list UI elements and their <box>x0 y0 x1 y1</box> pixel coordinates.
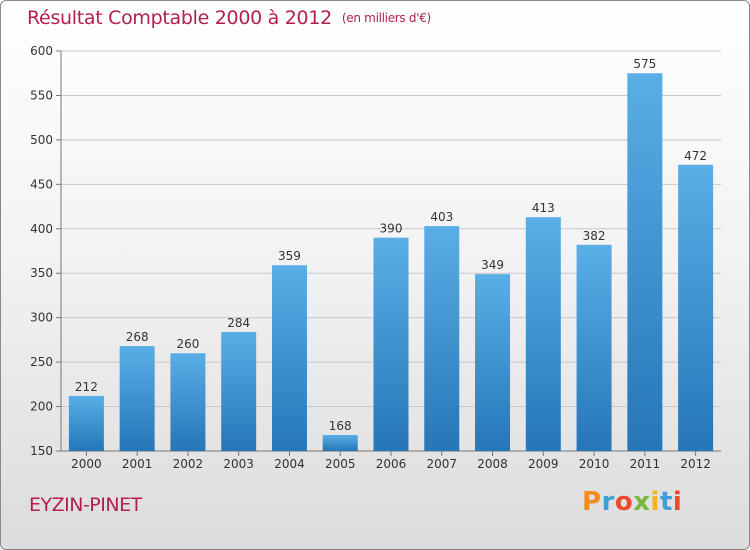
proxiti-logo[interactable]: Proxiti <box>582 487 682 517</box>
y-tick-label: 250 <box>30 355 53 369</box>
x-tick-label: 2006 <box>376 457 407 471</box>
y-tick-label: 300 <box>30 311 53 325</box>
data-label: 268 <box>126 330 149 344</box>
chart-title: Résultat Comptable 2000 à 2012 (en millie… <box>27 7 431 29</box>
commune-name: EYZIN-PINET <box>29 494 142 516</box>
bar <box>221 331 257 451</box>
bar <box>373 237 409 451</box>
bar <box>678 164 714 451</box>
x-tick-label: 2004 <box>274 457 305 471</box>
bar <box>68 395 104 451</box>
x-tick-label: 2011 <box>630 457 661 471</box>
y-tick-label: 150 <box>30 444 53 458</box>
data-label: 349 <box>481 258 504 272</box>
data-label: 413 <box>532 201 555 215</box>
logo-letter: x <box>633 487 651 517</box>
x-tick-label: 2001 <box>122 457 153 471</box>
bar <box>170 353 206 451</box>
logo-letter: r <box>601 487 615 517</box>
data-label: 390 <box>380 222 403 236</box>
logo-letter: i <box>672 487 683 517</box>
x-tick-label: 2003 <box>223 457 254 471</box>
bar <box>576 244 612 451</box>
y-tick-label: 500 <box>30 133 53 147</box>
x-tick-label: 2002 <box>173 457 204 471</box>
data-label: 382 <box>583 229 606 243</box>
bar <box>475 274 511 451</box>
data-label: 575 <box>633 57 656 71</box>
bar-layer <box>68 73 714 451</box>
x-tick-label: 2005 <box>325 457 356 471</box>
data-label: 359 <box>278 249 301 263</box>
chart-subtitle: (en milliers d'€) <box>341 11 431 25</box>
y-tick-label: 200 <box>30 400 53 414</box>
chart-title-text: Résultat Comptable 2000 à 2012 <box>27 7 332 29</box>
x-tick-label: 2008 <box>477 457 508 471</box>
x-tick-label: 2009 <box>528 457 559 471</box>
y-tick-label: 450 <box>30 177 53 191</box>
data-label: 260 <box>176 337 199 351</box>
logo-letter: t <box>659 487 673 517</box>
bar <box>271 265 307 451</box>
bar <box>627 73 663 451</box>
data-label: 168 <box>329 419 352 433</box>
x-tick-label: 2010 <box>579 457 610 471</box>
logo-letter: P <box>582 487 602 517</box>
y-tick-label: 600 <box>30 44 53 58</box>
data-label: 472 <box>684 149 707 163</box>
bar <box>525 217 561 451</box>
x-tick-label: 2007 <box>426 457 457 471</box>
data-label: 212 <box>75 380 98 394</box>
logo-letter: o <box>614 487 634 517</box>
data-label: 284 <box>227 316 250 330</box>
bar <box>424 226 460 451</box>
logo-letter: i <box>650 487 660 517</box>
data-label: 403 <box>430 210 453 224</box>
x-tick-label: 2000 <box>71 457 102 471</box>
y-tick-label: 400 <box>30 222 53 236</box>
y-tick-label: 550 <box>30 88 53 102</box>
y-tick-label: 350 <box>30 266 53 280</box>
bar <box>322 435 358 451</box>
label-layer: 212 268 260 284 359 168 390 403 349 413 382 575 472 <box>75 57 707 433</box>
x-tick-label: 2012 <box>680 457 711 471</box>
bar <box>119 346 155 451</box>
